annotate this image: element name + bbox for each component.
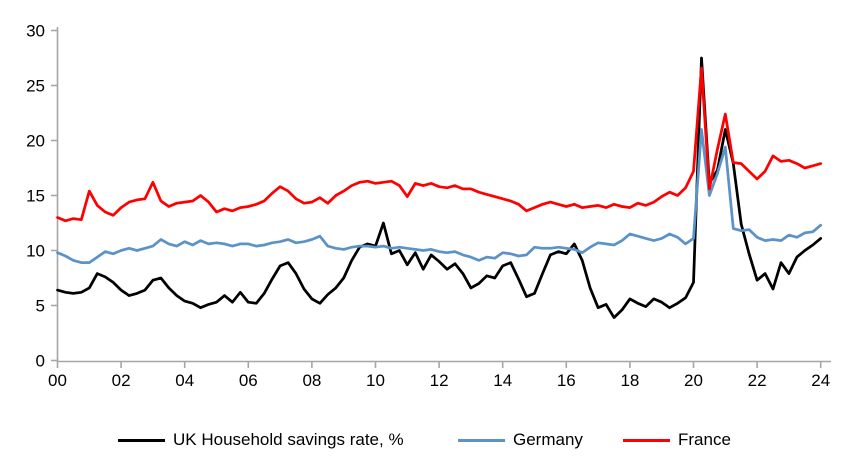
svg-text:00: 00	[48, 371, 67, 390]
svg-text:20: 20	[26, 132, 45, 151]
svg-text:20: 20	[684, 371, 703, 390]
svg-text:10: 10	[366, 371, 385, 390]
svg-text:16: 16	[557, 371, 576, 390]
legend-item-uk: UK Household savings rate, %	[118, 428, 404, 452]
uk-line-swatch	[118, 438, 165, 442]
svg-text:10: 10	[26, 242, 45, 261]
svg-text:02: 02	[112, 371, 131, 390]
legend-item-germany: Germany	[458, 428, 583, 452]
svg-text:18: 18	[620, 371, 639, 390]
legend-label-germany: Germany	[513, 430, 583, 449]
svg-text:25: 25	[26, 77, 45, 96]
svg-text:22: 22	[748, 371, 767, 390]
svg-text:14: 14	[493, 371, 512, 390]
legend-item-france: France	[623, 428, 731, 452]
svg-text:06: 06	[239, 371, 258, 390]
plot-area: 0 5 10 15 20 25 30 00 02 04 06 08 10 12 14 16 18 20 22 24	[26, 22, 831, 390]
svg-text:0: 0	[36, 352, 45, 371]
germany-line-swatch	[458, 438, 505, 442]
legend: UK Household savings rate, % Germany Fra…	[0, 426, 852, 454]
legend-label-france: France	[678, 430, 731, 449]
svg-text:24: 24	[811, 371, 830, 390]
svg-text:04: 04	[175, 371, 194, 390]
svg-text:30: 30	[26, 22, 45, 41]
legend-label-uk: UK Household savings rate, %	[173, 430, 404, 449]
france-line-swatch	[623, 438, 670, 442]
svg-text:12: 12	[430, 371, 449, 390]
svg-text:5: 5	[36, 297, 45, 316]
svg-text:15: 15	[26, 187, 45, 206]
svg-text:08: 08	[302, 371, 321, 390]
